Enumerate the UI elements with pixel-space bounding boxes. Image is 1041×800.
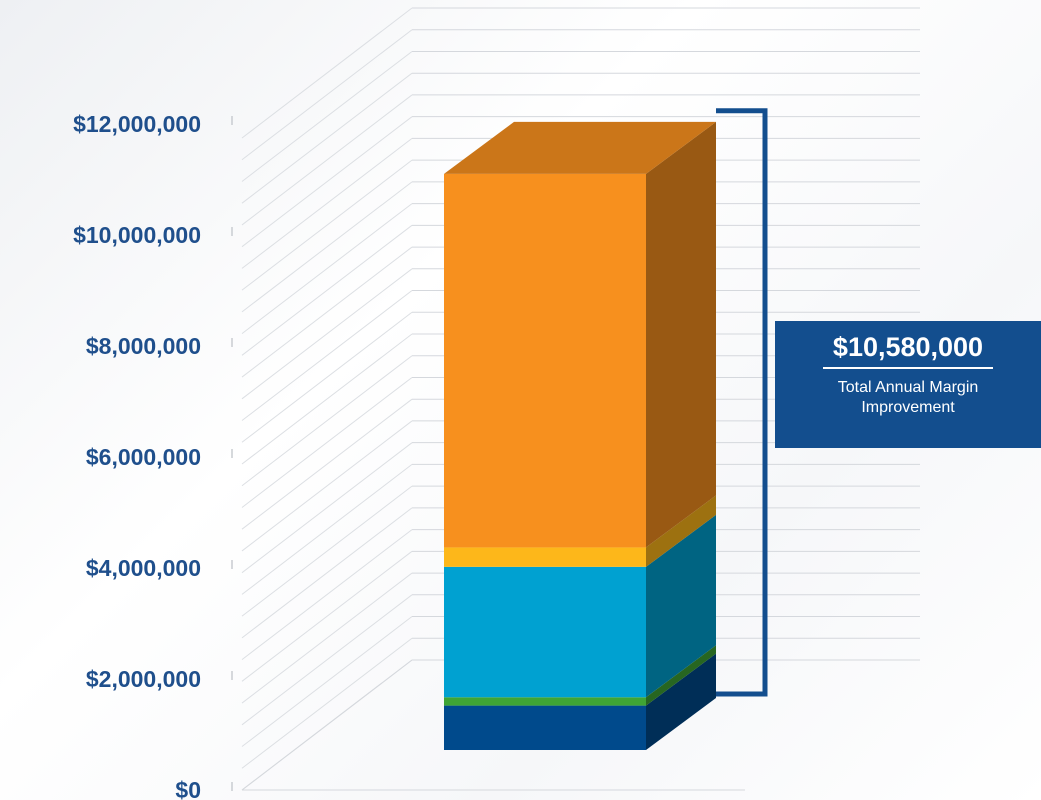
gridline-diagonal xyxy=(241,268,413,400)
bar-segment xyxy=(444,697,646,706)
y-tick-label: $8,000,000 xyxy=(86,333,201,359)
y-tick-label: $12,000,000 xyxy=(73,111,201,137)
gridline-diagonal xyxy=(241,355,413,487)
stacked-bar xyxy=(444,121,716,750)
gridline-diagonal xyxy=(241,246,413,378)
gridline-diagonal xyxy=(241,442,413,574)
gridline-diagonal xyxy=(241,398,413,530)
gridline-diagonal xyxy=(241,116,413,248)
callout-total-value: $10,580,000 xyxy=(822,330,994,369)
gridline-diagonal xyxy=(241,485,413,617)
gridline-diagonal xyxy=(241,159,413,291)
y-tick-label: $4,000,000 xyxy=(86,555,201,581)
total-bracket xyxy=(716,108,768,697)
gridline-diagonal xyxy=(241,507,413,639)
total-callout: $10,580,000 Total Annual Margin Improvem… xyxy=(775,321,1041,448)
bar-segment xyxy=(444,547,646,567)
gridline-diagonal xyxy=(241,29,413,161)
y-tick-label: $10,000,000 xyxy=(73,222,201,248)
y-tick-label: $0 xyxy=(175,777,201,800)
gridline-diagonal xyxy=(241,138,413,269)
bar-segment-side xyxy=(646,645,716,706)
bar-top-face xyxy=(444,121,716,174)
bar-segment-side xyxy=(646,653,716,750)
bar-segment-side xyxy=(646,514,716,698)
gridline-diagonal xyxy=(241,94,413,226)
gridline-diagonal xyxy=(241,464,413,595)
gridline-diagonal xyxy=(241,333,413,465)
gridline-diagonal xyxy=(241,72,413,204)
gridline-diagonal xyxy=(241,420,413,552)
gridline-diagonal xyxy=(241,377,413,508)
bar-segment xyxy=(444,173,646,548)
bar-segment xyxy=(444,566,646,698)
gridline-diagonal xyxy=(241,550,413,682)
y-tick-label: $2,000,000 xyxy=(86,666,201,692)
y-tick-label: $6,000,000 xyxy=(86,444,201,470)
gridline-diagonal xyxy=(241,594,413,726)
gridline-diagonal xyxy=(241,311,413,443)
gridline-diagonal xyxy=(241,290,413,421)
gridline-diagonal xyxy=(241,529,413,660)
gridline-diagonal xyxy=(241,7,413,139)
bar-segment-side xyxy=(646,121,716,548)
gridline-diagonal xyxy=(241,51,413,182)
gridline-diagonal xyxy=(241,181,413,313)
gridline-diagonal xyxy=(241,572,413,704)
callout-total-label: Total Annual Margin Improvement xyxy=(837,379,979,416)
gridline-diagonal xyxy=(241,203,413,334)
gridline-diagonal xyxy=(241,637,413,769)
gridline-diagonal xyxy=(241,224,413,356)
y-axis: $0 $2,000,000 $4,000,000 $6,000,000 $8,000,0… xyxy=(73,111,233,800)
bar-segment-side xyxy=(646,495,716,567)
bar-segment xyxy=(444,705,646,750)
floor-edge xyxy=(241,659,413,791)
gridline-diagonal xyxy=(241,616,413,747)
